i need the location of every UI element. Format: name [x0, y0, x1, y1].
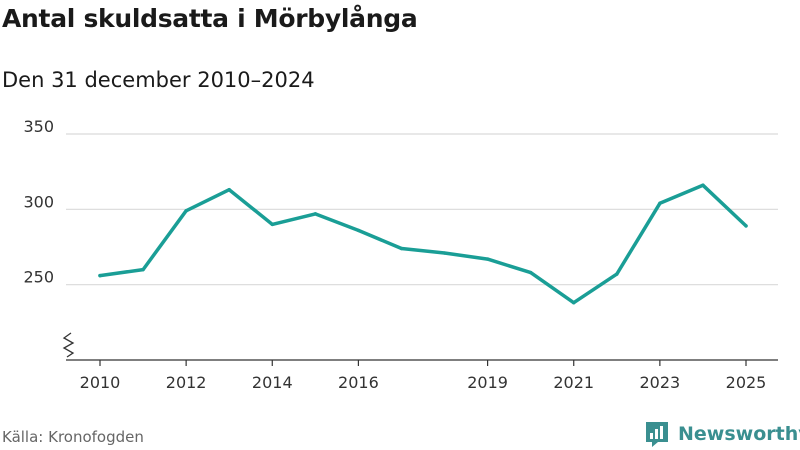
x-tick-label: 2021: [553, 373, 594, 392]
chart-title: Antal skuldsatta i Mörbylånga: [2, 4, 418, 33]
y-tick-label: 350: [23, 117, 54, 136]
x-tick-label: 2012: [166, 373, 207, 392]
axis-break-icon: [62, 332, 75, 358]
x-tick-label: 2014: [252, 373, 293, 392]
data-point-2022: [615, 272, 619, 276]
brand-name: Newsworthy: [678, 423, 800, 445]
data-point-2025: [744, 224, 748, 228]
series-line: [98, 183, 748, 305]
newsworthy-logo-icon: [646, 422, 668, 447]
y-axis-ticks: 250 300 350: [23, 117, 54, 287]
chart-subtitle: Den 31 december 2010–2024: [2, 68, 315, 92]
data-point-2018: [442, 251, 447, 255]
brand-logo: Newsworthy: [644, 420, 800, 448]
x-axis: [62, 332, 778, 361]
data-point-2017: [399, 246, 404, 251]
data-point-2015: [313, 212, 318, 216]
data-point-2012: [184, 209, 188, 213]
x-tick-label: 2016: [338, 373, 379, 392]
y-tick-label: 250: [23, 268, 54, 287]
x-tick-label: 2023: [640, 373, 681, 392]
grid-lines: [66, 133, 778, 286]
data-point-2023: [658, 201, 662, 206]
data-point-2019: [485, 257, 490, 261]
x-tick-label: 2025: [726, 373, 767, 392]
data-point-2024: [701, 183, 705, 187]
data-point-2013: [227, 188, 231, 192]
data-points: [98, 183, 748, 305]
source-note: Källa: Kronofogden: [2, 428, 144, 446]
data-point-2016: [356, 228, 361, 233]
data-point-2011: [141, 267, 145, 272]
x-tick-label: 2019: [467, 373, 508, 392]
data-point-2020: [528, 270, 533, 275]
x-axis-ticks: 2010 2012 2014 2016 2019 2021 2023 2025: [80, 360, 767, 392]
data-point-2010: [98, 273, 102, 278]
data-point-2021: [572, 301, 576, 305]
x-tick-label: 2010: [80, 373, 121, 392]
y-tick-label: 300: [23, 192, 54, 211]
data-point-2014: [270, 222, 274, 227]
